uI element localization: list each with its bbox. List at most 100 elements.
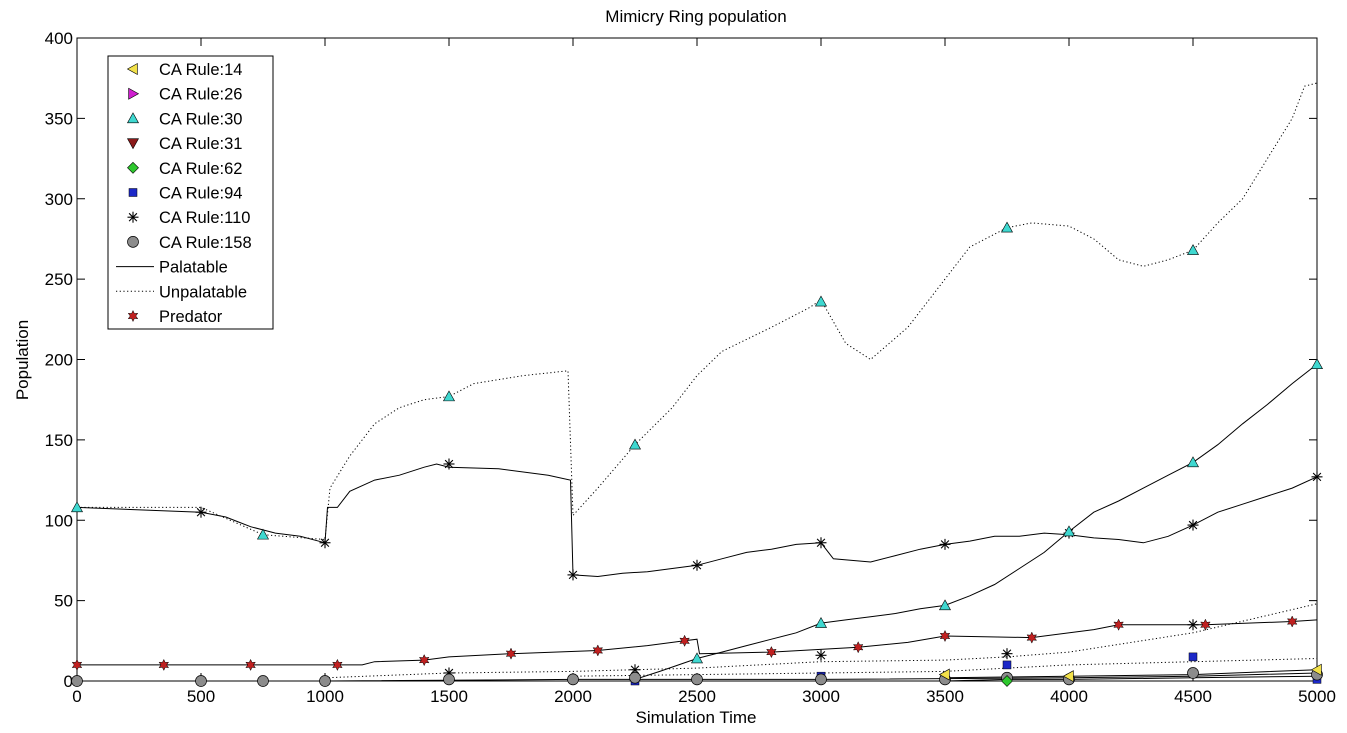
data-point: [629, 664, 641, 676]
data-point: [71, 675, 83, 687]
data-point: [443, 673, 455, 686]
data-point: [245, 658, 256, 672]
series-line-5: [572, 658, 1317, 677]
data-point: [938, 668, 950, 681]
x-tick-label: 5000: [1298, 687, 1336, 706]
data-point: [690, 652, 704, 664]
y-tick-label: 150: [45, 431, 73, 450]
data-point: [679, 634, 690, 647]
data-point: [1200, 618, 1211, 631]
data-point: [691, 559, 703, 571]
data-point: [1113, 618, 1124, 631]
data-point: [319, 537, 331, 549]
data-point: [71, 658, 83, 672]
data-point: [815, 673, 827, 686]
x-tick-label: 3500: [926, 687, 964, 706]
data-point: [1002, 660, 1012, 670]
legend-label: CA Rule:62: [159, 160, 242, 178]
y-tick-label: 350: [45, 109, 73, 128]
data-point: [852, 641, 864, 654]
legend-label: Unpalatable: [159, 283, 247, 301]
y-tick-label: 0: [64, 672, 73, 691]
x-axis-label: Simulation Time: [636, 708, 757, 727]
data-point: [1187, 619, 1199, 631]
series-line-1: [77, 463, 1317, 578]
data-point: [195, 506, 207, 518]
data-point: [1310, 663, 1322, 676]
data-point: [1186, 244, 1200, 255]
y-tick-label: 400: [45, 29, 73, 48]
data-point: [1188, 652, 1198, 662]
x-tick-label: 500: [187, 687, 215, 706]
data-point: [814, 617, 828, 628]
data-point: [567, 569, 579, 581]
legend-marker: [127, 211, 139, 223]
x-tick-label: 3000: [802, 687, 840, 706]
series-line-0: [77, 82, 1317, 541]
x-tick-label: 2500: [678, 687, 716, 706]
data-point: [70, 501, 84, 513]
y-tick-label: 300: [45, 190, 73, 209]
x-tick-label: 4000: [1050, 687, 1088, 706]
series-line-4: [324, 603, 1317, 679]
legend-marker: [126, 112, 140, 124]
data-point: [766, 645, 777, 659]
data-point: [319, 675, 331, 687]
data-point: [256, 528, 270, 540]
data-point: [332, 658, 343, 672]
data-point: [938, 599, 952, 611]
legend: CA Rule:14 CA Rule:26 CA Rule:30 CA Rule:31…: [107, 55, 274, 330]
data-point: [939, 629, 951, 643]
series-line-2: [634, 363, 1317, 680]
legend-marker: [126, 138, 140, 150]
data-point: [1311, 471, 1323, 483]
y-tick-label: 200: [45, 351, 73, 370]
data-point: [1026, 631, 1038, 644]
data-point: [567, 673, 579, 686]
data-point: [158, 658, 170, 672]
legend-marker: [127, 236, 139, 248]
data-point: [195, 675, 207, 687]
legend-marker: [127, 309, 139, 323]
data-point: [1310, 358, 1324, 370]
data-point: [691, 673, 703, 686]
data-point: [629, 671, 641, 684]
data-point: [1000, 221, 1014, 233]
data-point: [1062, 525, 1076, 537]
y-tick-label: 100: [45, 511, 73, 530]
y-axis-label: Population: [13, 320, 32, 400]
x-tick-label: 0: [72, 687, 81, 706]
legend-label: CA Rule:31: [159, 135, 242, 153]
data-point: [443, 458, 455, 470]
data-point: [1001, 675, 1013, 687]
legend-label: CA Rule:94: [159, 185, 242, 203]
data-point: [1286, 615, 1298, 628]
legend-label: CA Rule:158: [159, 234, 252, 252]
data-point: [1187, 667, 1199, 679]
data-point: [1062, 670, 1074, 683]
data-point: [1187, 519, 1199, 531]
y-tick-label: 50: [54, 592, 73, 611]
legend-label: CA Rule:14: [159, 61, 242, 79]
x-tick-label: 1000: [306, 687, 344, 706]
data-point: [628, 438, 642, 450]
legend-label: CA Rule:110: [159, 209, 250, 227]
legend-marker: [128, 188, 138, 197]
legend-label: CA Rule:26: [159, 86, 242, 104]
legend-marker: [127, 161, 139, 174]
legend-label: CA Rule:30: [159, 110, 242, 128]
x-tick-label: 1500: [430, 687, 468, 706]
data-point: [442, 390, 456, 402]
data-point: [815, 537, 827, 549]
y-tick-label: 250: [45, 270, 73, 289]
data-point: [257, 675, 269, 687]
x-tick-label: 2000: [554, 687, 592, 706]
legend-label: Palatable: [159, 259, 228, 277]
data-point: [592, 644, 604, 657]
data-point: [814, 295, 828, 307]
legend-marker: [128, 87, 140, 100]
x-tick-label: 4500: [1174, 687, 1212, 706]
legend-label: Predator: [159, 308, 223, 326]
series-line-3: [77, 619, 1317, 666]
